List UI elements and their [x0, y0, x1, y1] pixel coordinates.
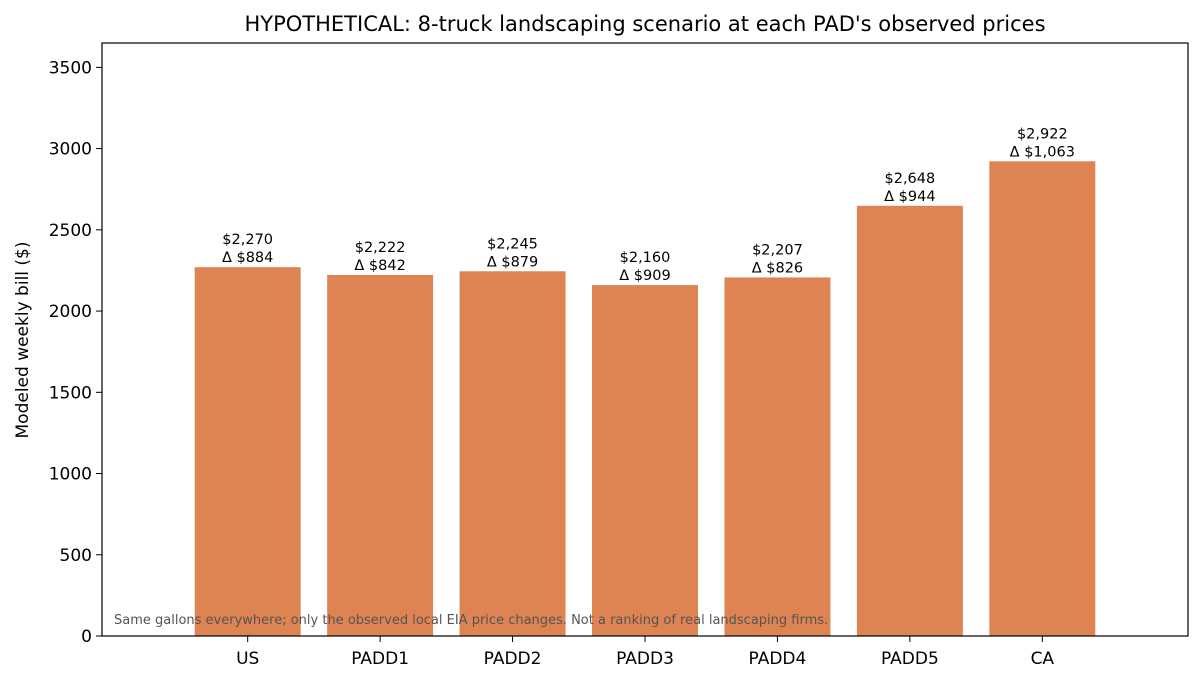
bar-delta-label: Δ $884 — [222, 250, 273, 266]
x-tick-label: PADD2 — [484, 649, 542, 669]
chart-title: HYPOTHETICAL: 8-truck landscaping scenar… — [244, 12, 1045, 36]
bar — [459, 271, 566, 636]
x-tick-label: CA — [1031, 649, 1055, 669]
y-tick-label: 1000 — [49, 465, 92, 485]
bar-delta-label: Δ $842 — [354, 258, 405, 274]
y-tick-label: 0 — [81, 627, 92, 647]
plot-area: 0 500 1000 1500 2000 2500 3000 3500 $2,270 Δ $884… — [49, 58, 1096, 669]
bar — [327, 275, 434, 636]
y-tick-label: 3000 — [49, 140, 92, 160]
bar-value-label: $2,222 — [355, 240, 406, 256]
x-tick-label: PADD3 — [616, 649, 674, 669]
bar — [194, 267, 301, 636]
x-tick-label: US — [236, 649, 259, 669]
y-axis-label: Modeled weekly bill ($) — [13, 242, 33, 439]
bar-value-label: $2,245 — [487, 236, 538, 252]
bar-value-label: $2,648 — [885, 171, 936, 187]
bar-delta-label: Δ $944 — [884, 189, 935, 205]
y-tick-label: 1500 — [49, 383, 92, 403]
bar-delta-label: Δ $1,063 — [1010, 144, 1075, 160]
bar-value-label: $2,922 — [1017, 126, 1068, 142]
bar-delta-label: Δ $879 — [487, 254, 538, 270]
plot-frame — [101, 42, 1189, 637]
bar — [856, 205, 963, 636]
y-tick-label: 2000 — [49, 302, 92, 322]
bar — [724, 277, 831, 636]
bar-delta-label: Δ $909 — [619, 268, 670, 284]
x-tick-label: PADD1 — [351, 649, 409, 669]
bar — [989, 161, 1096, 636]
y-tick-label: 3500 — [49, 58, 92, 78]
bar-value-label: $2,207 — [752, 242, 803, 258]
footnote-annotation: Same gallons everywhere; only the observ… — [114, 613, 828, 628]
bar-value-label: $2,270 — [222, 232, 273, 248]
bar — [592, 285, 698, 636]
x-tick-label: PADD4 — [749, 649, 807, 669]
x-tick-label: PADD5 — [881, 649, 939, 669]
y-tick-label: 2500 — [49, 221, 92, 241]
bar-value-label: $2,160 — [620, 250, 671, 266]
y-tick-label: 500 — [60, 546, 92, 566]
bar-delta-label: Δ $826 — [752, 260, 803, 276]
